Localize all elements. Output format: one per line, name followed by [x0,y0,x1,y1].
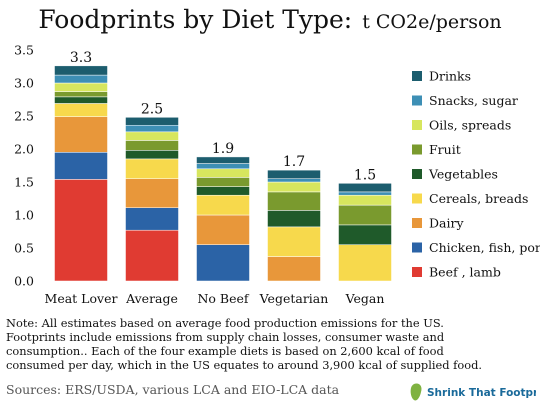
bar-total-label: 1.5 [354,167,376,183]
bar-segment [125,124,179,133]
legend-label: Fruit [429,142,461,157]
source-text: Sources: ERS/USDA, various LCA and EIO-L… [6,382,340,397]
y-tick-label: 1.5 [14,175,34,190]
y-tick-label: 0.5 [14,241,34,256]
bar-total-label: 2.5 [141,101,163,117]
bar-segment [338,194,392,206]
bar-segment [54,74,108,84]
legend-swatch [412,242,422,253]
bar-segment [338,191,392,196]
bar-segment [267,191,321,211]
bar-segment [267,210,321,228]
bar-segment [125,117,179,126]
legend-label: Drinks [429,69,471,84]
bar-segment [196,156,250,164]
total-labels: 3.3 2.5 1.9 1.7 1.5 [70,50,376,183]
bar-segment [54,103,108,117]
y-tick-label: 2.0 [14,142,34,157]
legend-swatch [412,218,422,228]
legend-swatch [412,95,422,106]
footnote-line: Footprints include emissions from supply… [6,330,445,344]
bar-segment [338,244,392,282]
bar-segment [125,131,179,141]
bar-segment [338,204,392,226]
bar-segment [54,65,108,76]
bar-segment [196,186,250,196]
chart-title-unit: t CO2e/person [362,11,501,33]
shrink-that-footprint-logo: Shrink That Footprint [410,383,536,401]
bar-total-label: 3.3 [70,50,92,66]
bar-segment [196,163,250,170]
bar-segment [196,177,250,187]
y-tick-label: 2.5 [14,109,34,124]
legend-swatch [412,71,422,81]
footnote-line: consumed per day, which in the US equate… [6,358,483,372]
footnote-line: consumption.. Each of the four example d… [6,344,444,358]
bar-segment [267,181,321,193]
legend: Drinks Snacks, sugar Oils, spreads Fruit Veg… [412,69,540,280]
legend-label: Chicken, fish, pork [429,240,540,255]
bar-segment [267,169,321,179]
legend-swatch [412,144,422,155]
bar-segment [54,96,108,104]
legend-swatch [412,267,422,277]
legend-swatch [412,193,422,204]
y-axis: 0.0 0.5 1.0 1.5 2.0 2.5 3.0 3.5 [14,43,34,289]
x-category-label: Vegan [345,291,385,306]
bar-segment [54,91,108,98]
legend-swatch [412,120,422,130]
bar-segment [125,150,179,160]
bar-segment [196,214,250,245]
legend-label: Cereals, breads [429,191,528,206]
bar-segment [54,116,108,153]
legend-label: Vegetables [428,167,498,182]
legend-swatch [412,169,422,179]
legend-label: Oils, spreads [429,118,511,133]
bar-segment [267,256,321,282]
bar-segment [196,244,250,282]
bar-segment [54,152,108,180]
bar-segment [196,168,250,178]
x-category-label: Vegetarian [259,291,329,306]
logo-text: Shrink That Footprint [427,387,536,399]
bar-segment [338,224,392,245]
bar-segment [125,229,179,282]
bar-total-label: 1.7 [283,154,305,170]
chart-title: Foodprints by Diet Type: t CO2e/person [38,5,501,34]
legend-label: Snacks, sugar [429,93,518,108]
bar-segment [125,140,179,151]
y-tick-label: 1.0 [14,208,34,223]
bar-segment [267,226,321,257]
chart-title-main: Foodprints by Diet Type: [38,5,352,34]
bars [54,65,392,282]
bar-segment [125,178,179,208]
bar-segment [125,207,179,231]
x-axis-labels: Meat Lover Average No Beef Vegetarian Vegan [45,291,385,306]
legend-label: Beef , lamb [429,265,501,280]
y-tick-label: 3.5 [14,43,34,58]
bar-segment [196,194,250,216]
footnote-line: Note: All estimates based on average foo… [6,316,444,330]
x-category-label: Average [125,291,178,306]
bar-segment [54,82,108,92]
legend-label: Dairy [429,216,464,231]
bar-total-label: 1.9 [212,141,234,157]
bar-segment [125,158,179,179]
y-tick-label: 0.0 [14,274,34,289]
footnote: Note: All estimates based on average foo… [6,316,534,372]
bar-segment [267,178,321,183]
x-category-label: Meat Lover [45,291,118,306]
bar-segment [54,179,108,282]
footprint-icon [410,383,422,401]
y-tick-label: 3.0 [14,76,34,91]
bar-segment [338,183,392,193]
x-category-label: No Beef [197,291,249,306]
